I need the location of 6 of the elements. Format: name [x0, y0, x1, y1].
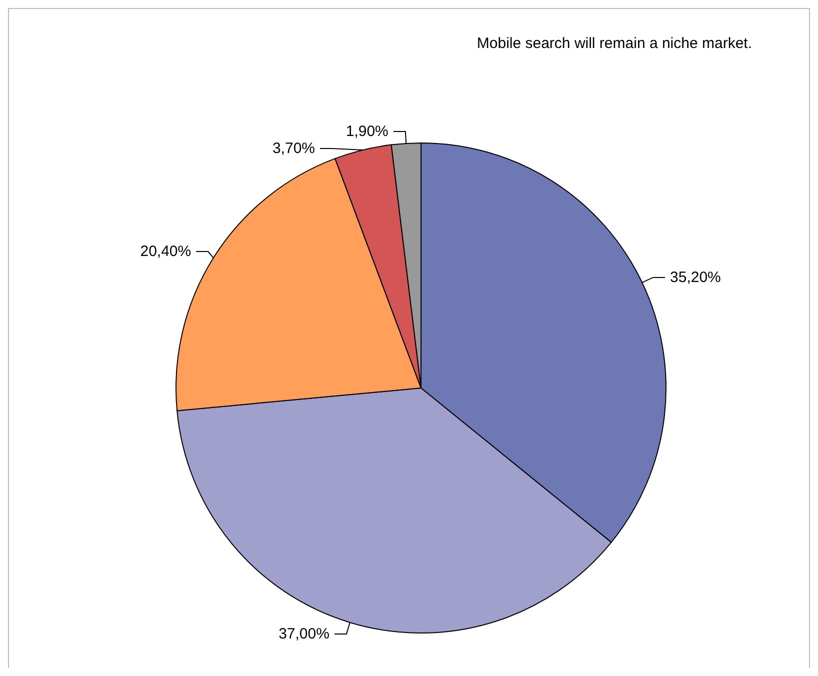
- data-label: 3,70%: [272, 140, 316, 157]
- data-label: 35,20%: [670, 268, 721, 286]
- data-label: 1,90%: [346, 122, 388, 140]
- chart-title: Mobile search will remain a niche market.: [476, 35, 752, 52]
- data-label: 37,00%: [278, 625, 330, 642]
- data-label: 20,40%: [140, 243, 192, 260]
